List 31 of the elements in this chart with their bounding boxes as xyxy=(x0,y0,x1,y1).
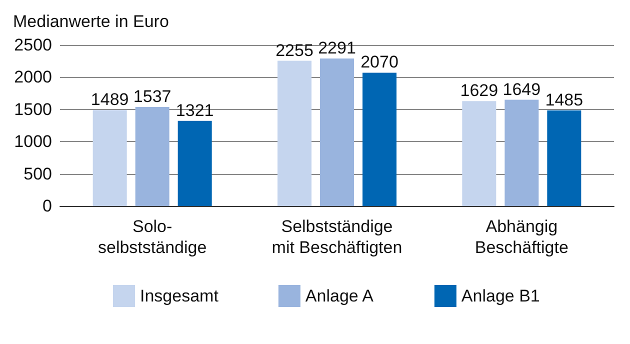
data-label: 1537 xyxy=(133,87,172,106)
data-label: 1629 xyxy=(460,81,498,100)
x-tick-label: Solo- selbstständige xyxy=(98,217,207,257)
data-label: 1485 xyxy=(545,90,584,110)
bar xyxy=(504,100,539,206)
bar xyxy=(278,60,312,206)
bar xyxy=(135,107,170,206)
bar xyxy=(178,120,212,206)
data-label: 1649 xyxy=(502,80,541,99)
data-label: 1321 xyxy=(176,100,214,120)
data-label: 2255 xyxy=(276,40,314,60)
data-label: 2291 xyxy=(318,38,356,58)
bar xyxy=(92,110,127,206)
bar xyxy=(547,110,582,206)
bar xyxy=(362,72,396,206)
y-tick-label: 1000 xyxy=(14,132,52,152)
y-tick-label: 2500 xyxy=(14,36,52,54)
y-tick-label: 500 xyxy=(24,164,52,184)
bar xyxy=(462,101,496,206)
x-tick-label: Abhängig Beschäftigte xyxy=(474,217,568,257)
chart-title: Medianwerte in Euro xyxy=(13,12,169,31)
legend-label: Anlage A xyxy=(305,286,374,306)
legend-label: Anlage B1 xyxy=(461,286,540,306)
legend-label: Insgesamt xyxy=(140,286,219,306)
bar xyxy=(320,58,354,206)
data-label: 2070 xyxy=(360,52,398,72)
y-tick-label: 0 xyxy=(42,196,52,216)
y-tick-label: 2000 xyxy=(14,68,52,87)
y-tick-label: 1500 xyxy=(14,100,52,119)
data-label: 1489 xyxy=(90,90,129,110)
x-tick-label: Selbstständige mit Beschäftigten xyxy=(272,217,402,257)
